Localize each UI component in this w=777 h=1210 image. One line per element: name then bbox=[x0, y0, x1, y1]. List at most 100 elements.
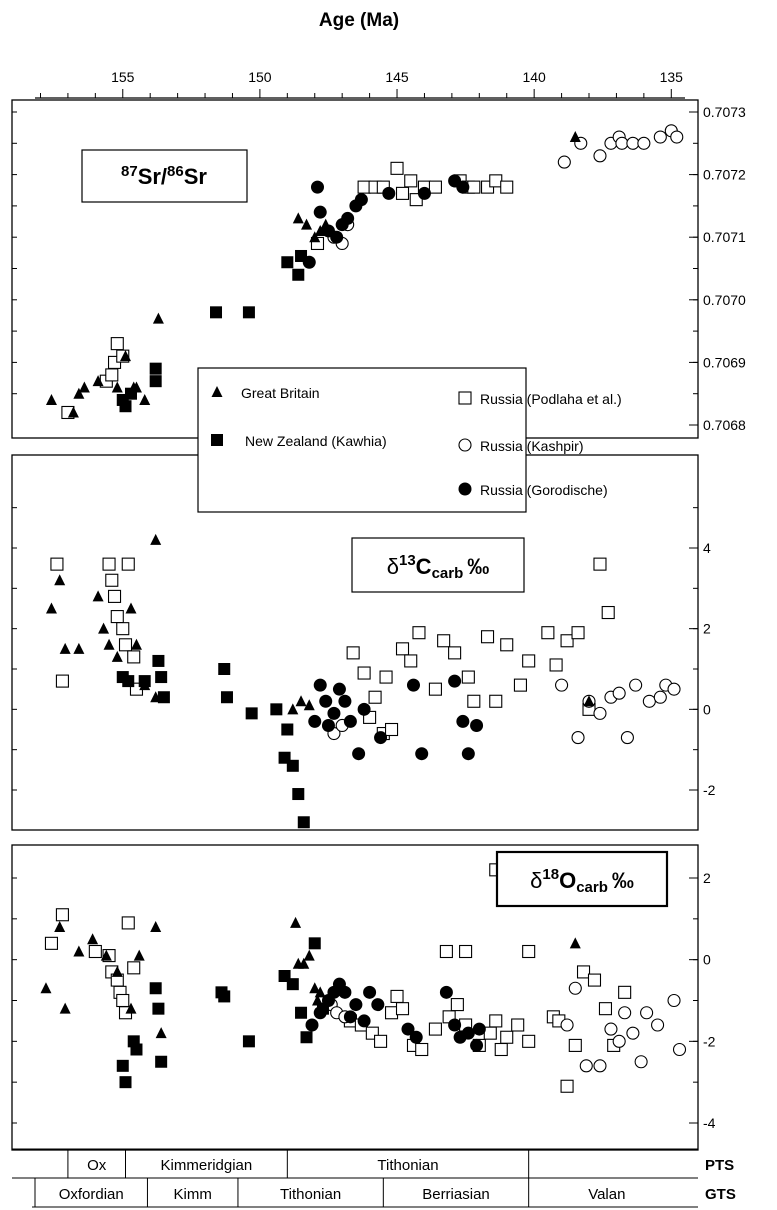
series-gb bbox=[45, 533, 595, 715]
marker-great-britain bbox=[155, 1027, 167, 1039]
marker-great-britain bbox=[45, 393, 57, 405]
marker-great-britain bbox=[150, 691, 162, 703]
timescale-name: PTS bbox=[705, 1157, 734, 1174]
series-nz bbox=[116, 654, 310, 829]
marker-new-zealand bbox=[155, 1055, 168, 1068]
label-superscript: 86 bbox=[167, 163, 184, 180]
marker-new-zealand bbox=[281, 723, 294, 736]
marker-russia-podlaha bbox=[50, 557, 64, 571]
marker-russia-podlaha bbox=[437, 634, 451, 648]
marker-russia-podlaha bbox=[107, 589, 122, 603]
marker-new-zealand bbox=[245, 707, 258, 720]
marker-new-zealand bbox=[116, 393, 129, 406]
x-axis: 155 150 145 140 135 bbox=[35, 69, 685, 99]
x-tick-label: 140 bbox=[522, 69, 546, 85]
label-text: Sr/ bbox=[138, 164, 167, 189]
series-nz bbox=[116, 937, 329, 1089]
panel-label-text: δ18Ocarb ‰ bbox=[530, 866, 634, 896]
marker-russia-kashpir bbox=[615, 136, 629, 150]
marker-great-britain bbox=[295, 695, 307, 707]
marker-russia-podlaha bbox=[374, 1034, 388, 1048]
marker-great-britain bbox=[100, 949, 112, 961]
marker-russia-gorodische bbox=[354, 193, 368, 207]
series-rp bbox=[61, 161, 514, 420]
marker-russia-kashpir bbox=[634, 1055, 648, 1069]
marker-russia-podlaha bbox=[571, 626, 585, 640]
legend-label: Russia (Kashpir) bbox=[480, 438, 583, 454]
marker-russia-kashpir bbox=[670, 130, 684, 144]
marker-great-britain bbox=[120, 350, 132, 362]
marker-russia-gorodische bbox=[330, 230, 344, 244]
marker-russia-podlaha bbox=[587, 973, 602, 987]
y-tick-label: -2 bbox=[703, 782, 716, 798]
marker-russia-gorodische bbox=[310, 180, 324, 194]
marker-great-britain bbox=[130, 638, 142, 650]
stage-label: Kimmeridgian bbox=[161, 1157, 253, 1174]
marker-new-zealand bbox=[278, 751, 291, 764]
marker-russia-gorodische bbox=[470, 1038, 484, 1052]
y-tick-label: -2 bbox=[703, 1033, 716, 1049]
marker-russia-gorodische bbox=[458, 482, 472, 496]
marker-great-britain bbox=[87, 933, 99, 945]
marker-russia-podlaha bbox=[500, 180, 514, 194]
marker-russia-gorodische bbox=[313, 1006, 327, 1020]
label-subscript: carb bbox=[576, 879, 608, 896]
marker-russia-podlaha bbox=[357, 666, 371, 680]
marker-great-britain bbox=[150, 921, 162, 932]
marker-russia-podlaha bbox=[346, 646, 360, 660]
marker-great-britain bbox=[103, 638, 115, 650]
marker-great-britain bbox=[303, 949, 315, 961]
marker-new-zealand bbox=[119, 1076, 132, 1089]
marker-russia-podlaha bbox=[105, 573, 119, 587]
marker-new-zealand bbox=[242, 1035, 255, 1048]
marker-russia-podlaha bbox=[384, 1006, 399, 1020]
marker-great-britain bbox=[298, 957, 310, 969]
label-delta: δ bbox=[387, 554, 399, 579]
marker-great-britain bbox=[111, 381, 123, 393]
marker-new-zealand bbox=[270, 703, 283, 716]
marker-great-britain bbox=[211, 386, 223, 397]
marker-russia-podlaha bbox=[494, 1042, 508, 1057]
marker-russia-gorodische bbox=[305, 1018, 319, 1032]
legend-item-gb: Great Britain bbox=[211, 385, 320, 401]
marker-russia-podlaha bbox=[500, 638, 514, 652]
marker-russia-kashpir bbox=[626, 1026, 640, 1040]
marker-russia-podlaha bbox=[513, 678, 527, 692]
marker-great-britain bbox=[73, 945, 85, 957]
marker-russia-podlaha bbox=[110, 610, 124, 624]
marker-new-zealand bbox=[295, 249, 308, 262]
legend: Great Britain New Zealand (Kawhia) Russia … bbox=[197, 367, 622, 513]
panels: 0.70730.70720.70710.70700.70690.706887Sr… bbox=[11, 99, 746, 1151]
marker-russia-gorodische bbox=[409, 1030, 423, 1044]
marker-russia-podlaha bbox=[601, 605, 615, 620]
marker-russia-kashpir bbox=[667, 993, 681, 1008]
label-unit: ‰ bbox=[467, 554, 489, 579]
marker-great-britain bbox=[125, 1002, 137, 1014]
label-superscript: 87 bbox=[121, 163, 138, 180]
marker-new-zealand bbox=[300, 1031, 313, 1044]
marker-russia-podlaha bbox=[511, 1018, 525, 1032]
marker-russia-gorodische bbox=[406, 678, 420, 692]
x-axis-title: Age (Ma) bbox=[319, 10, 399, 31]
marker-russia-podlaha bbox=[522, 944, 536, 959]
marker-russia-podlaha bbox=[121, 557, 135, 571]
panel-o: 2 0 -2 -4 δ18Ocarb ‰ bbox=[11, 844, 716, 1151]
marker-russia-podlaha bbox=[489, 1014, 503, 1028]
marker-russia-podlaha bbox=[541, 626, 555, 640]
marker-new-zealand bbox=[292, 268, 305, 281]
marker-russia-gorodische bbox=[456, 180, 470, 194]
marker-russia-podlaha bbox=[395, 186, 410, 200]
marker-russia-podlaha bbox=[489, 174, 503, 188]
marker-russia-kashpir bbox=[672, 1042, 687, 1057]
marker-new-zealand bbox=[220, 691, 233, 704]
marker-great-britain bbox=[59, 642, 71, 654]
marker-russia-podlaha bbox=[395, 642, 410, 656]
marker-russia-podlaha bbox=[116, 993, 130, 1008]
marker-new-zealand bbox=[281, 256, 294, 269]
panel-label-box bbox=[81, 149, 248, 203]
x-tick-label: 135 bbox=[660, 69, 684, 85]
marker-russia-podlaha bbox=[483, 1026, 497, 1040]
marker-great-britain bbox=[290, 916, 302, 928]
marker-russia-gorodische bbox=[338, 985, 352, 999]
marker-russia-kashpir bbox=[640, 1006, 654, 1020]
